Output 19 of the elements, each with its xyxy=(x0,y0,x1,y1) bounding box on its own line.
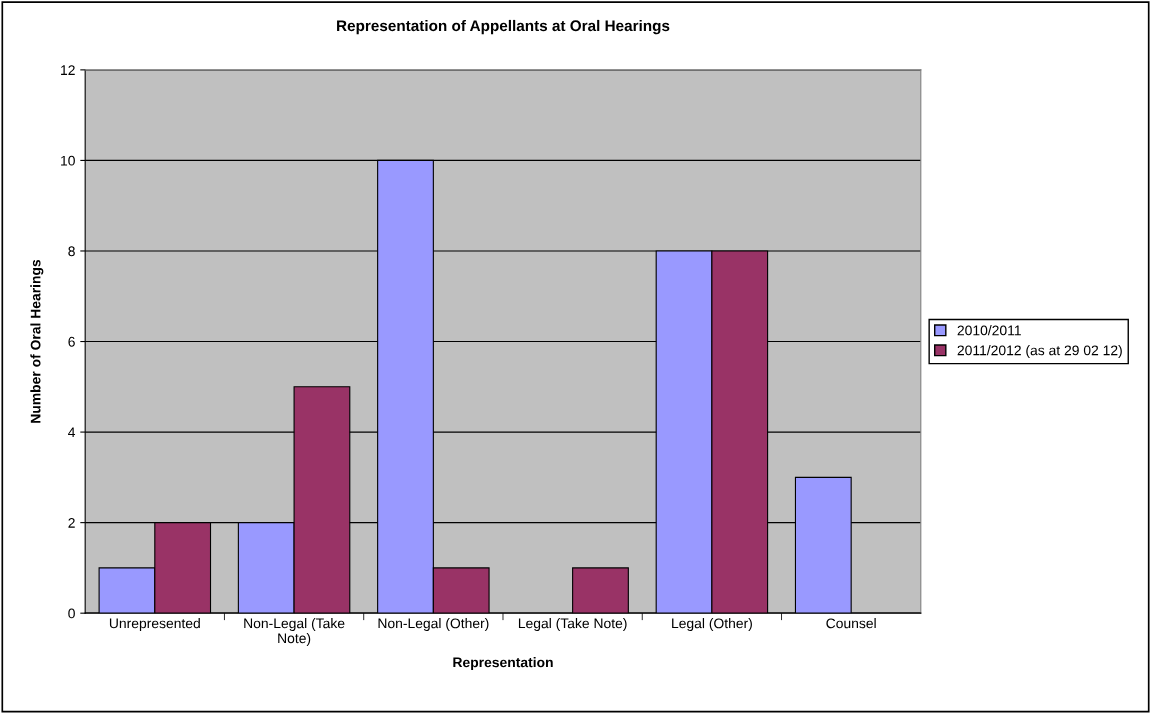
legend-label: 2011/2012 (as at 29 02 12) xyxy=(957,345,1122,359)
x-tick-label: Counsel xyxy=(826,618,876,629)
x-tick-label: Unrepresented xyxy=(109,618,200,631)
x-tick-label: Non-Legal (Take Note) xyxy=(244,618,345,646)
y-tick-label: 6 xyxy=(68,336,75,347)
y-axis-title: Number of Oral Hearings xyxy=(30,259,44,423)
x-tick-label: Legal (Take Note) xyxy=(518,618,627,631)
y-tick-label: 4 xyxy=(68,427,76,438)
legend-label: 2010/2011 xyxy=(957,325,1021,336)
y-tick-label: 2 xyxy=(68,517,75,528)
y-tick-label: 12 xyxy=(61,65,75,75)
x-tick-label: Non-Legal (Other) xyxy=(378,618,489,631)
x-axis-title: Representation xyxy=(453,657,553,671)
x-tick-label: Legal (Other) xyxy=(672,618,752,631)
y-tick-label: 10 xyxy=(61,155,75,166)
y-tick-label: 0 xyxy=(68,608,75,619)
y-tick-label: 8 xyxy=(68,246,75,257)
bar xyxy=(572,567,629,614)
chart-title: Representation of Appellants at Oral Hearings xyxy=(337,19,670,35)
